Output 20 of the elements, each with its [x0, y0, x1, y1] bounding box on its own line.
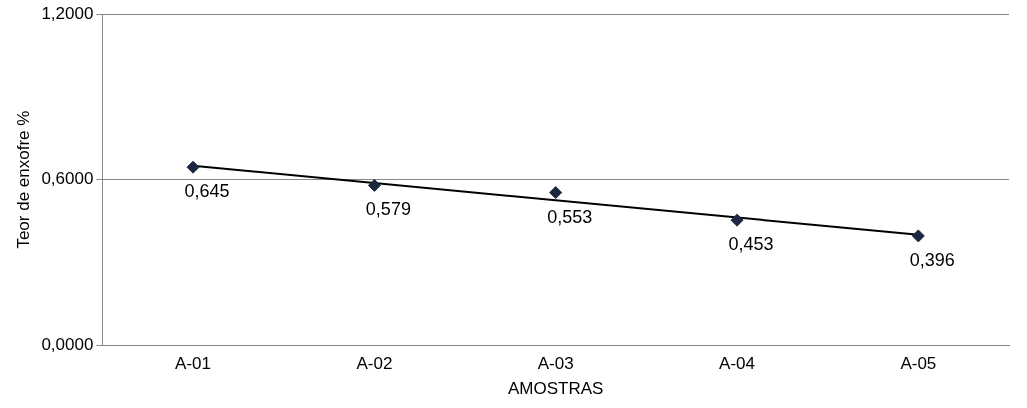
- x-tick-label: A-01: [175, 354, 212, 374]
- point: [911, 229, 925, 243]
- data-label: 0,579: [365, 199, 411, 220]
- y-axis-title: Teor de enxofre %: [13, 110, 33, 249]
- y-tick-label: 1,2000: [41, 3, 94, 23]
- y-tick-label: 0,0000: [41, 334, 94, 354]
- data-label: 0,396: [909, 249, 955, 270]
- x-tick-label: A-03: [537, 354, 574, 374]
- point: [186, 160, 200, 174]
- data-label: 0,453: [728, 234, 774, 255]
- x-axis-title: AMOSTRAS: [507, 379, 604, 399]
- data-label: 0,645: [184, 181, 230, 202]
- y-tick-label: 0,6000: [41, 169, 94, 189]
- data-label: 0,553: [547, 206, 593, 227]
- x-tick-label: A-05: [900, 354, 937, 374]
- point: [730, 213, 744, 227]
- point: [367, 178, 381, 192]
- point: [549, 186, 563, 200]
- x-tick-label: A-02: [356, 354, 393, 374]
- x-tick-label: A-04: [719, 354, 755, 374]
